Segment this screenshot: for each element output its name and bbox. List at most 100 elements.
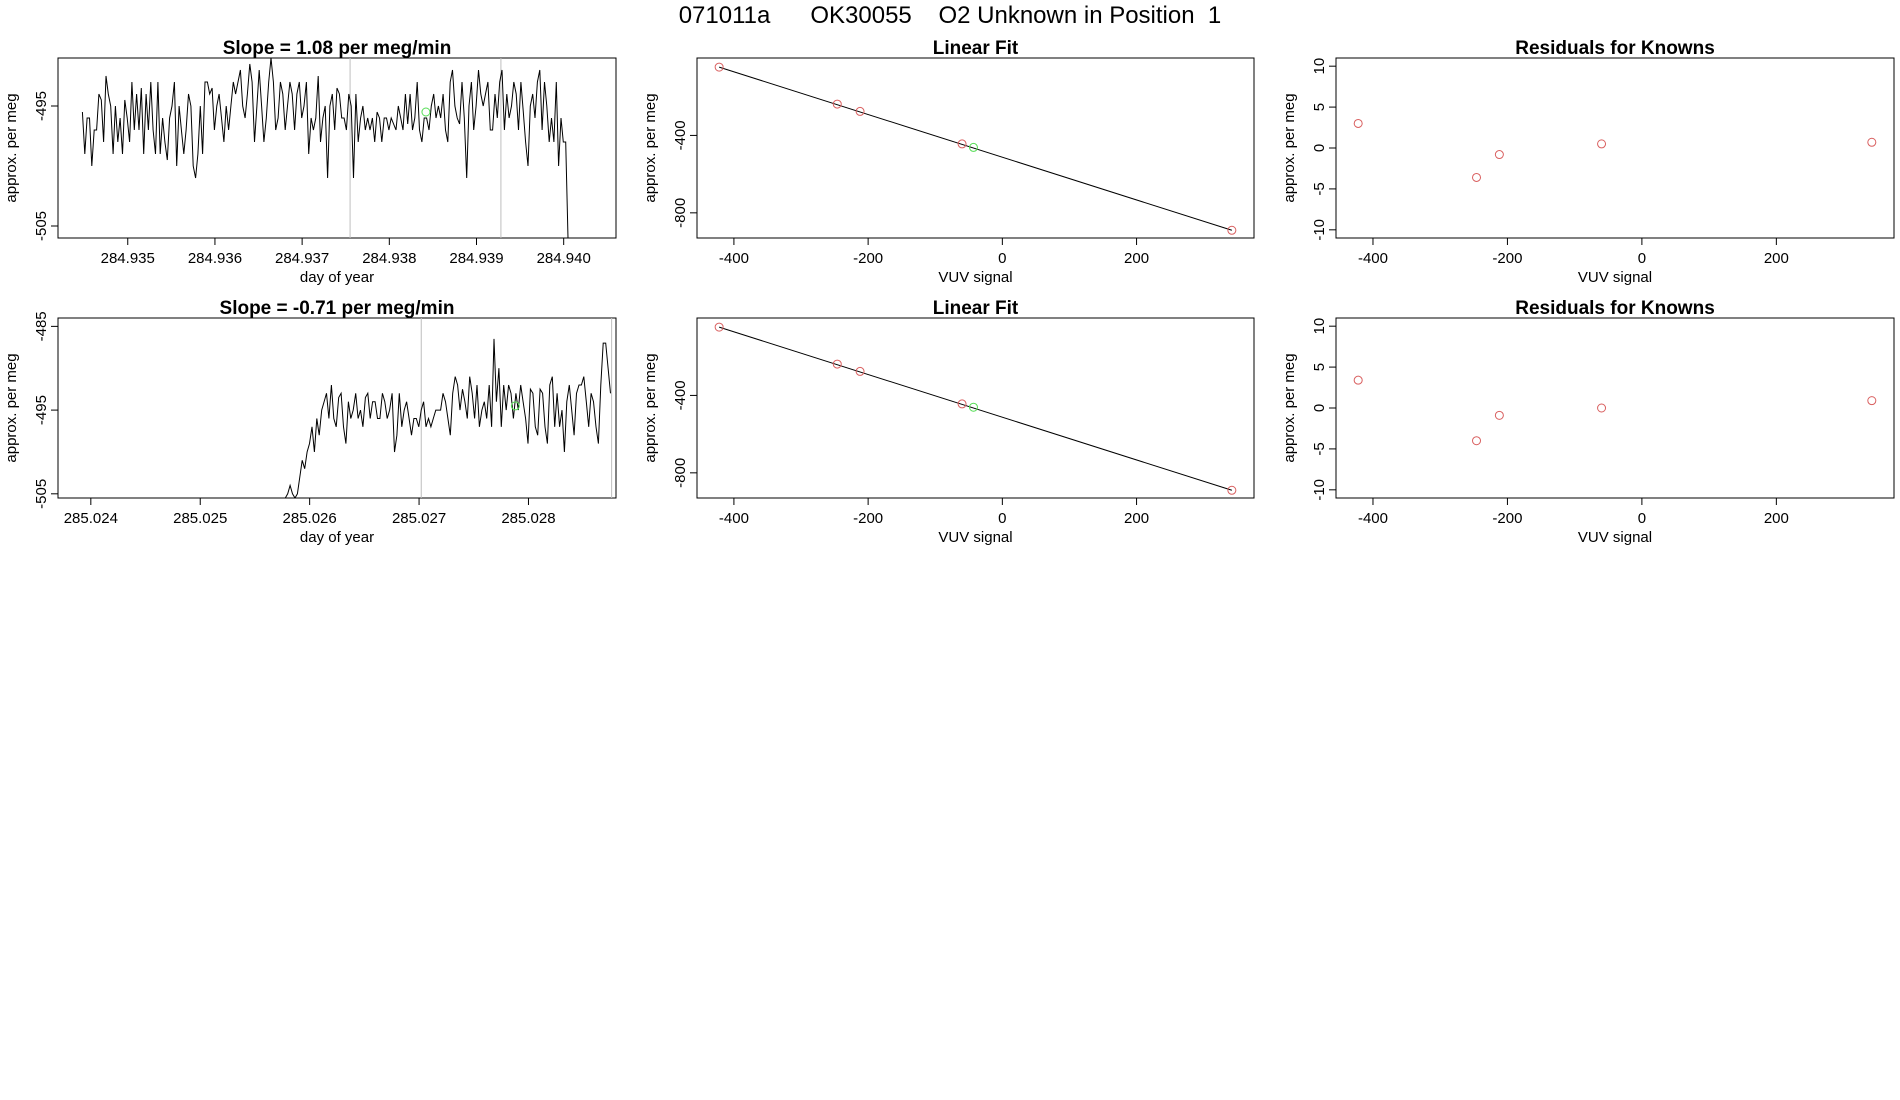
unknown-point: [968, 402, 978, 412]
known-point: [1867, 396, 1877, 406]
known-point: [832, 359, 842, 369]
series-line: [88, 338, 611, 498]
y-tick-label: -800: [672, 198, 689, 228]
fit-line: [718, 66, 1233, 231]
plot-frame: [696, 317, 1255, 499]
y-axis-label: approx. per meg: [1281, 93, 1298, 202]
chart-title: Linear Fit: [933, 298, 1019, 319]
chart-panel-4: Slope = -0.71 per meg/min 285.024 285.025 2…: [3, 298, 617, 546]
x-tick-label: 200: [1124, 250, 1149, 267]
y-tick-label: 5: [1311, 103, 1328, 111]
x-tick-label: 284.939: [449, 250, 503, 267]
x-tick-label: -200: [1492, 510, 1522, 527]
known-point: [855, 366, 865, 376]
y-tick-label: 5: [1311, 363, 1328, 371]
known-point: [1494, 410, 1504, 420]
x-tick-label: 285.024: [64, 510, 118, 527]
data-layer: [81, 58, 569, 238]
y-tick-label: -5: [1311, 442, 1328, 455]
chart-title: Linear Fit: [933, 38, 1019, 59]
x-axis-label: VUV signal: [1578, 269, 1652, 286]
plot-frame: [1335, 317, 1895, 499]
y-axis-label: approx. per meg: [642, 353, 659, 462]
x-axis-label: VUV signal: [938, 269, 1012, 286]
y-axis-label: approx. per meg: [3, 93, 20, 202]
known-point: [1353, 118, 1363, 128]
chart-panel-1: Slope = 1.08 per meg/min 284.935 284.936 28…: [3, 38, 617, 286]
plot-frame: [696, 57, 1255, 239]
chart-title: Residuals for Knowns: [1515, 298, 1715, 319]
x-tick-label: 284.936: [188, 250, 242, 267]
x-tick-label: 285.026: [283, 510, 337, 527]
x-axis-label: day of year: [300, 269, 374, 286]
x-axis-label: VUV signal: [1578, 529, 1652, 546]
known-point: [1597, 403, 1607, 413]
unknown-point: [421, 107, 431, 117]
plot-frame: [1335, 57, 1895, 239]
y-tick-label: -505: [33, 211, 50, 241]
y-tick-label: -400: [672, 120, 689, 150]
x-tick-label: -400: [719, 250, 749, 267]
data-layer: [1353, 375, 1877, 446]
known-point: [714, 62, 724, 72]
x-tick-label: 200: [1764, 510, 1789, 527]
chart-panel-3: Residuals for Knowns -400 -200 0 200 VUV sign…: [1281, 38, 1895, 286]
known-point: [1597, 139, 1607, 149]
known-point: [957, 139, 967, 149]
x-tick-label: 285.025: [173, 510, 227, 527]
y-tick-label: -495: [33, 91, 50, 121]
data-layer: [714, 322, 1237, 495]
data-layer: [88, 318, 613, 498]
y-tick-label: 0: [1311, 404, 1328, 412]
x-tick-label: -400: [1358, 250, 1388, 267]
y-tick-label: 10: [1311, 318, 1328, 335]
known-point: [832, 99, 842, 109]
y-axis-label: approx. per meg: [3, 353, 20, 462]
known-point: [1227, 225, 1237, 235]
known-point: [1472, 436, 1482, 446]
x-tick-label: -200: [853, 250, 883, 267]
plot-frame: [57, 317, 617, 499]
known-point: [714, 322, 724, 332]
y-tick-label: -400: [672, 380, 689, 410]
known-point: [855, 106, 865, 116]
series-line: [81, 58, 569, 238]
x-tick-label: 284.935: [101, 250, 155, 267]
y-tick-label: -5: [1311, 182, 1328, 195]
y-tick-label: 0: [1311, 144, 1328, 152]
y-tick-label: 10: [1311, 58, 1328, 75]
x-axis-label: VUV signal: [938, 529, 1012, 546]
x-tick-label: 200: [1764, 250, 1789, 267]
fit-line: [718, 326, 1233, 491]
unknown-point: [510, 401, 520, 411]
x-tick-label: -200: [1492, 250, 1522, 267]
x-axis-label: day of year: [300, 529, 374, 546]
x-tick-label: -200: [853, 510, 883, 527]
x-tick-label: 284.940: [537, 250, 591, 267]
chart-title: Slope = 1.08 per meg/min: [223, 38, 452, 59]
data-layer: [714, 62, 1237, 235]
x-tick-label: 200: [1124, 510, 1149, 527]
y-tick-label: -10: [1311, 479, 1328, 501]
y-axis-label: approx. per meg: [1281, 353, 1298, 462]
x-tick-label: 285.027: [392, 510, 446, 527]
x-tick-label: -400: [1358, 510, 1388, 527]
page-title: 071011a OK30055 O2 Unknown in Position 1: [678, 2, 1222, 29]
x-tick-label: 0: [1638, 510, 1646, 527]
unknown-point: [968, 142, 978, 152]
chart-title: Residuals for Knowns: [1515, 38, 1715, 59]
known-point: [1353, 375, 1363, 385]
known-point: [1472, 172, 1482, 182]
chart-title: Slope = -0.71 per meg/min: [220, 298, 455, 319]
known-point: [1494, 150, 1504, 160]
y-tick-label: -505: [33, 479, 50, 509]
data-layer: [1353, 118, 1877, 182]
known-point: [1867, 137, 1877, 147]
x-tick-label: 284.938: [362, 250, 416, 267]
x-tick-label: -400: [719, 510, 749, 527]
x-tick-label: 0: [998, 510, 1006, 527]
known-point: [1227, 485, 1237, 495]
x-tick-label: 284.937: [275, 250, 329, 267]
x-tick-label: 285.028: [501, 510, 555, 527]
